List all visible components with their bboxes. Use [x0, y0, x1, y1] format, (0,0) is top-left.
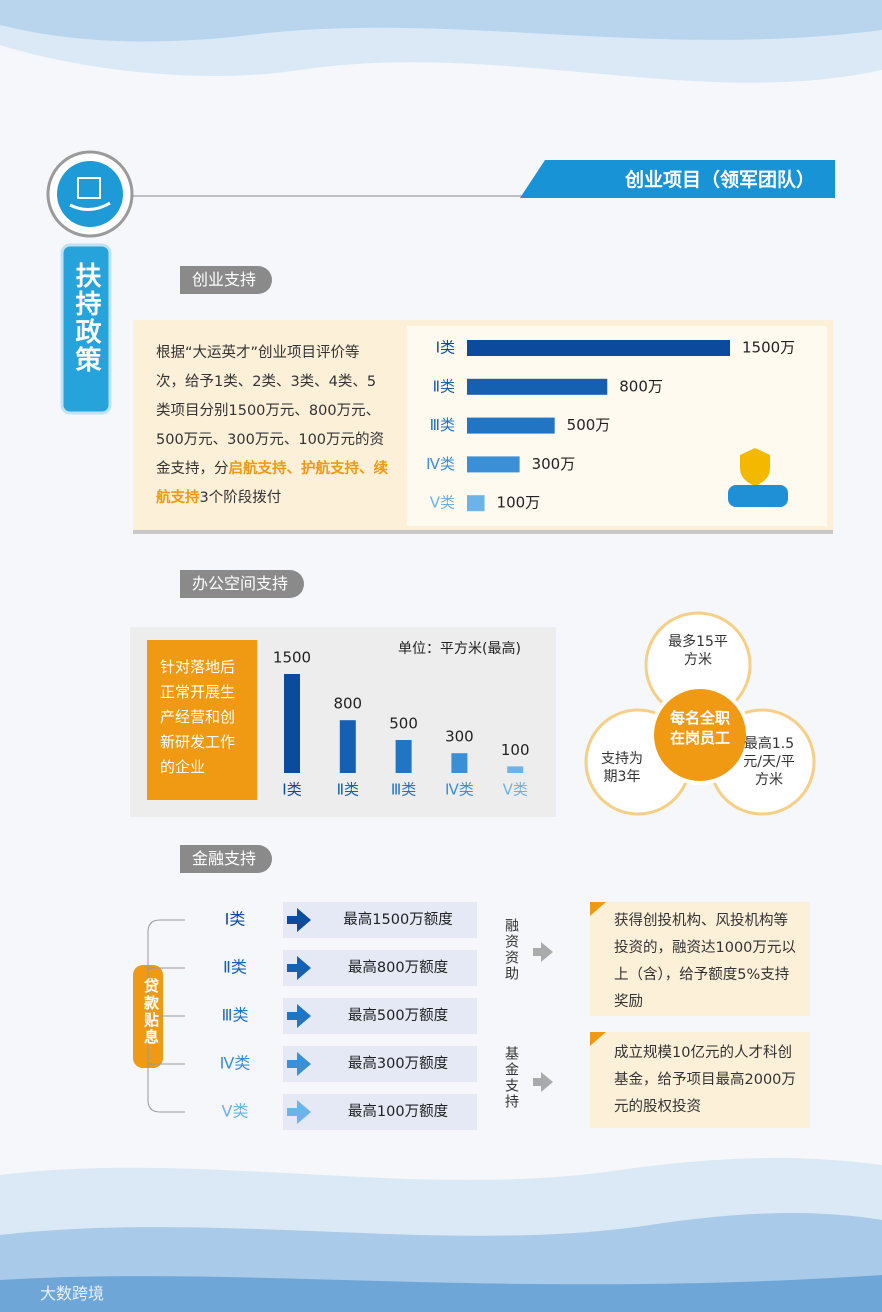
loan-text: 最高800万额度	[348, 959, 448, 976]
target-text: 针对落地后正常开展生产经营和创新研发工作的企业	[160, 658, 236, 776]
value-label: 800	[333, 695, 362, 713]
unit-label: 单位：平方米(最高)	[398, 640, 521, 657]
category-label: Ⅱ类	[433, 377, 455, 395]
value-label: 100	[501, 741, 530, 759]
loan-text: 最高100万额度	[348, 1103, 448, 1120]
panel	[147, 640, 257, 800]
corner	[590, 902, 606, 916]
section-title: 创业支持	[180, 266, 273, 294]
loan-category: Ⅴ类	[222, 1102, 249, 1121]
venn-center-text: 每名全职在岗员工	[669, 709, 730, 747]
loan-category: Ⅱ类	[223, 958, 247, 977]
loan-category: Ⅰ类	[225, 910, 246, 929]
loan-row	[283, 998, 477, 1034]
arrow	[533, 1072, 553, 1092]
paragraph-part: 3个阶段拨付	[199, 490, 282, 506]
bar	[467, 417, 555, 434]
side-tab	[60, 243, 112, 415]
loan-row	[283, 950, 477, 986]
bracket	[147, 919, 185, 1113]
value-label: 500	[389, 715, 418, 733]
loan-text: 最高500万额度	[348, 1007, 448, 1024]
bar	[467, 340, 730, 356]
note-box	[590, 1032, 810, 1128]
side-title: 扶持政策	[71, 262, 101, 374]
category-label: Ⅲ类	[391, 781, 416, 799]
category-label: Ⅱ类	[337, 781, 359, 799]
bar	[507, 766, 524, 773]
category-label: Ⅴ类	[503, 781, 528, 799]
paragraph-part: 根据“大运英才”创业项目评价等次，给予1类、2类、3类、4类、5类项目分别150…	[156, 345, 385, 477]
category-label: Ⅳ类	[426, 455, 455, 473]
icon	[77, 177, 101, 199]
value-label: 1500万	[742, 339, 795, 357]
loan-row	[283, 1046, 477, 1082]
note-text: 成立规模10亿元的人才科创基金，给予项目最高2000万元的股权投资	[614, 1045, 796, 1115]
venn-text: 最多15平方米	[668, 634, 728, 669]
arrow	[533, 942, 553, 962]
bar	[395, 740, 412, 773]
value-label: 300	[445, 728, 474, 746]
category-label: Ⅴ类	[430, 494, 455, 512]
category-label: Ⅳ类	[445, 781, 474, 799]
loan-category: Ⅲ类	[221, 1006, 248, 1025]
bar	[284, 674, 300, 773]
arrow-icon	[287, 908, 311, 932]
note-text: 获得创投机构、风投机构等投资的，融资达1000万元以上（含），给予额度5%支持奖…	[614, 913, 796, 1010]
category-label: Ⅰ类	[436, 339, 455, 357]
category-label: Ⅲ类	[430, 416, 455, 434]
loan-row	[283, 1094, 477, 1130]
loan-text: 最高300万额度	[348, 1055, 448, 1072]
arrow-icon	[287, 1052, 311, 1076]
value-label: 100万	[497, 494, 541, 512]
bar	[451, 753, 468, 773]
wave	[0, 0, 882, 42]
loan-label: 贷款贴息	[142, 978, 160, 1046]
bar	[467, 456, 520, 473]
paragraph-part: 启航支持、护航支持、续航支持	[156, 461, 388, 506]
arrow-icon	[287, 1100, 311, 1124]
bar	[467, 495, 485, 512]
section-title: 金融支持	[180, 845, 273, 873]
value-label: 300万	[532, 455, 576, 473]
arrow-icon	[287, 1004, 311, 1028]
panel-edge	[133, 530, 833, 534]
wave	[0, 1275, 882, 1312]
value-label: 800万	[619, 377, 663, 395]
category-label: Ⅰ类	[282, 781, 301, 799]
side-label: 基金支持	[503, 1046, 519, 1110]
loan-row	[283, 902, 477, 938]
loan-text: 最高1500万额度	[343, 911, 452, 928]
bar	[339, 720, 356, 773]
bar	[467, 378, 608, 395]
value-label: 500万	[567, 416, 611, 434]
corner	[590, 1032, 606, 1046]
note-box	[590, 902, 810, 1016]
side-label: 融资资助	[503, 918, 519, 982]
venn-center	[650, 685, 750, 785]
icon	[57, 161, 123, 227]
venn-text: 支持为期3年	[601, 751, 643, 786]
badge	[520, 160, 835, 198]
icon	[740, 448, 770, 486]
arrow-icon	[287, 956, 311, 980]
venn-text: 最高1.5元/天/平方米	[743, 736, 795, 789]
icon	[69, 201, 111, 211]
loan-category: Ⅳ类	[220, 1054, 251, 1073]
section-title: 办公空间支持	[180, 570, 305, 598]
watermark: 大数跨境	[40, 1284, 105, 1303]
paragraph: 根据“大运英才”创业项目评价等次，给予1类、2类、3类、4类、5类项目分别150…	[156, 339, 388, 513]
badge-text: 创业项目（领军团队）	[625, 169, 816, 191]
value-label: 1500	[273, 649, 311, 667]
icon	[728, 485, 788, 507]
